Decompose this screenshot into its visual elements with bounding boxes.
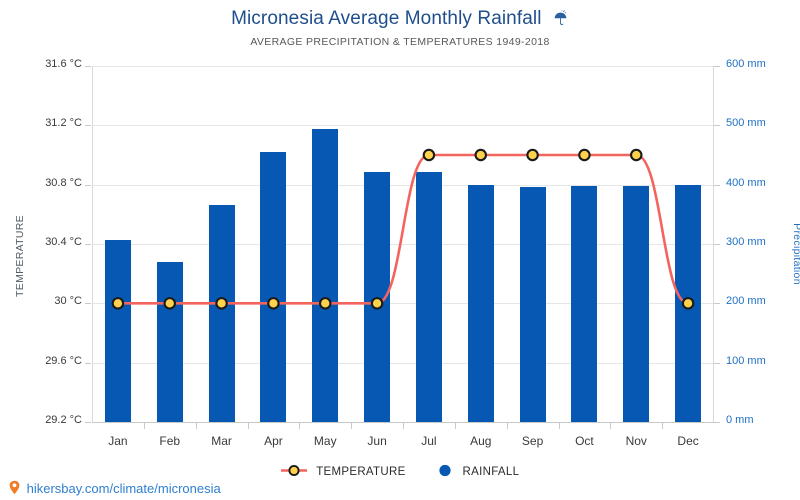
temperature-point-oct[interactable] — [578, 148, 591, 162]
left-axis-tick — [85, 66, 91, 67]
left-axis-tick — [85, 303, 91, 305]
x-axis-label-feb: Feb — [159, 434, 181, 448]
right-axis-tick-label: 300 mm — [726, 236, 766, 248]
x-axis-label-jul: Jul — [421, 434, 437, 448]
left-axis-tick-label: 31.6 °C — [45, 58, 82, 70]
left-axis-tick-label: 29.6 °C — [45, 354, 82, 367]
bar-aug[interactable] — [467, 185, 494, 422]
x-axis-tick — [610, 422, 612, 429]
x-axis-tick — [247, 422, 249, 429]
x-axis-tick — [403, 422, 404, 429]
temperature-point-jun[interactable] — [370, 297, 384, 310]
temperature-point-feb[interactable] — [163, 297, 177, 310]
right-axis-tick-label: 200 mm — [726, 295, 766, 308]
bar-jul[interactable] — [415, 172, 442, 422]
temperature-point-apr[interactable] — [267, 297, 280, 310]
source-link-text: hikersbay.com/climate/micronesia — [26, 481, 221, 496]
temperature-point-nov[interactable] — [629, 148, 643, 162]
left-axis-tick — [85, 422, 91, 423]
x-axis-tick — [558, 422, 560, 429]
x-axis-label-apr: Apr — [264, 434, 283, 448]
left-axis-tick — [85, 244, 91, 245]
temperature-point-jan[interactable] — [111, 297, 125, 310]
gridline — [92, 244, 714, 245]
plot-right-border — [713, 66, 714, 422]
left-axis-tick-label: 29.2 °C — [45, 414, 82, 426]
bar-nov[interactable] — [623, 185, 650, 422]
right-axis-tick-label: 0 mm — [726, 414, 754, 426]
x-axis-label-mar: Mar — [211, 434, 232, 448]
bar-mar[interactable] — [208, 205, 235, 422]
x-axis-tick — [195, 422, 197, 429]
x-axis-label-nov: Nov — [625, 434, 647, 448]
left-axis-tick — [85, 362, 91, 364]
left-axis-tick-label: 30.8 °C — [45, 176, 82, 189]
page-subtitle: AVERAGE PRECIPITATION & TEMPERATURES 194… — [250, 36, 550, 48]
x-axis-label-oct: Oct — [575, 434, 594, 448]
x-axis-label-sep: Sep — [521, 434, 544, 448]
bar-feb[interactable] — [156, 261, 183, 422]
bar-apr[interactable] — [260, 152, 287, 422]
temperature-point-sep[interactable] — [526, 148, 539, 162]
gridline — [92, 184, 714, 186]
right-axis-tick — [714, 422, 720, 423]
plot-left-border — [92, 66, 93, 422]
temperature-line — [111, 148, 695, 310]
right-axis-tick — [714, 303, 720, 305]
left-axis-tick — [85, 184, 91, 186]
legend-label-rainfall: RAINFALL — [462, 466, 520, 478]
x-axis-label-may: May — [313, 434, 337, 448]
left-axis-tick-label: 31.2 °C — [45, 117, 82, 130]
left-axis-tick-label: 30 °C — [54, 295, 82, 308]
plot-area — [85, 66, 720, 429]
chart-legend: TEMPERATURE RAINFALL — [0, 464, 800, 480]
gridline — [92, 66, 714, 67]
right-axis-tick — [714, 125, 720, 127]
map-pin-icon — [8, 480, 21, 498]
right-axis-tick-label: 600 mm — [726, 58, 766, 70]
right-axis-tick-label: 100 mm — [726, 354, 766, 367]
source-link[interactable]: hikersbay.com/climate/micronesia — [8, 480, 221, 498]
umbrella-rain-icon — [552, 10, 569, 33]
gridline — [92, 362, 714, 364]
temperature-point-may[interactable] — [319, 297, 332, 310]
page-title: Micronesia Average Monthly Rainfall — [0, 8, 800, 33]
legend-label-temperature: TEMPERATURE — [316, 466, 406, 478]
right-axis-tick-label: 500 mm — [726, 117, 766, 130]
right-axis-tick — [714, 184, 720, 186]
page-title-text: Micronesia Average Monthly Rainfall — [231, 8, 542, 29]
legend-item-temperature[interactable]: TEMPERATURE — [280, 464, 406, 480]
right-axis-tick — [714, 244, 720, 245]
bar-sep[interactable] — [519, 187, 546, 422]
bar-may[interactable] — [312, 128, 339, 422]
x-axis-tick — [506, 422, 508, 429]
line-marker-icon — [280, 464, 307, 480]
x-axis-tick — [662, 422, 664, 429]
temperature-point-jul[interactable] — [422, 148, 436, 162]
x-axis-label-jan: Jan — [108, 434, 128, 448]
left-axis-tick — [85, 125, 91, 127]
temperature-path — [117, 153, 689, 305]
temperature-point-aug[interactable] — [474, 148, 487, 162]
x-axis-label-jun: Jun — [367, 434, 387, 448]
gridline — [92, 303, 714, 305]
x-axis-tick — [351, 422, 353, 429]
legend-item-rainfall[interactable]: RAINFALL — [437, 464, 519, 480]
gridline — [92, 125, 714, 127]
right-axis-tick-label: 400 mm — [726, 176, 766, 189]
x-axis-label-aug: Aug — [470, 434, 492, 448]
bar-jan[interactable] — [104, 239, 131, 422]
circle-icon — [437, 464, 453, 480]
right-axis-tick — [714, 66, 720, 67]
temperature-point-dec[interactable] — [681, 297, 695, 310]
x-axis-tick — [299, 422, 301, 429]
temperature-point-mar[interactable] — [215, 297, 228, 310]
left-axis-tick-label: 30.4 °C — [45, 236, 82, 248]
bar-oct[interactable] — [571, 186, 598, 422]
x-axis-label-dec: Dec — [677, 434, 699, 448]
x-axis-tick — [143, 422, 145, 429]
right-axis-tick — [714, 362, 720, 364]
x-axis-tick — [454, 422, 456, 429]
